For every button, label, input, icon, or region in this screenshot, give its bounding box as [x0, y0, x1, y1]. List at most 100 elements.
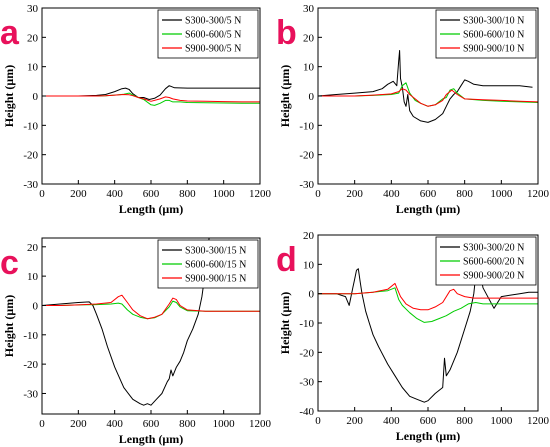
x-tick-label: 400 — [106, 418, 123, 430]
x-tick-label: 1000 — [490, 188, 513, 200]
x-tick-label: 400 — [106, 188, 123, 200]
y-axis-label: Height (μm) — [278, 292, 292, 354]
x-tick-label: 0 — [315, 415, 321, 427]
panel-b: 0 200 400 600 800 1000 1200 -30 -20 -10 0 10 20 30 Len… — [276, 3, 550, 216]
panel-label: a — [0, 14, 20, 52]
y-tick-label: -10 — [299, 318, 314, 330]
y-tick-label: 10 — [27, 271, 39, 283]
x-tick-label: 1200 — [249, 418, 272, 430]
legend-entry-2: S600-600/20 N — [463, 257, 524, 268]
y-tick-label: -30 — [299, 377, 314, 389]
x-tick-label: 1000 — [213, 188, 236, 200]
series-line-1 — [42, 85, 260, 100]
y-tick-label: -20 — [299, 347, 314, 359]
y-tick-label: 30 — [27, 3, 39, 15]
legend-entry-2: S600-600/5 N — [185, 30, 241, 41]
y-tick-label: -30 — [23, 179, 38, 191]
x-tick-label: 800 — [179, 418, 196, 430]
x-tick-label: 600 — [143, 418, 160, 430]
legend: S300-300/5 N S600-600/5 N S900-900/5 N — [157, 9, 259, 59]
y-tick-label: -10 — [23, 330, 38, 342]
y-axis-label: Height (μm) — [2, 295, 16, 357]
x-tick-label: 200 — [346, 188, 363, 200]
x-tick-label: 400 — [383, 188, 400, 200]
series-line-3 — [42, 94, 260, 103]
series-line-2 — [318, 287, 538, 323]
legend-entry-1: S300-300/5 N — [185, 16, 241, 27]
y-tick-label: 0 — [309, 91, 315, 103]
y-tick-label: 20 — [303, 230, 315, 242]
series-line-2 — [42, 300, 260, 320]
x-tick-label: 800 — [179, 188, 196, 200]
panel-label: c — [0, 244, 19, 282]
x-tick-label: 1200 — [527, 188, 550, 200]
legend-entry-2: S600-600/10 N — [463, 30, 524, 41]
y-tick-label: 10 — [27, 62, 39, 74]
legend-entry-1: S300-300/10 N — [463, 16, 524, 27]
x-axis-label: Length (μm) — [119, 202, 183, 216]
legend-entry-2: S600-600/15 N — [185, 260, 246, 271]
x-axis-label: Length (μm) — [396, 202, 460, 216]
panel-label: b — [276, 14, 297, 52]
x-tick-label: 200 — [346, 415, 363, 427]
y-tick-label: 20 — [303, 32, 315, 44]
panel-d: 0 200 400 600 800 1000 1200 -40 -30 -20 -10 0 10 20 Le… — [276, 230, 550, 443]
y-tick-label: 0 — [309, 289, 315, 301]
legend-entry-3: S900-900/20 N — [463, 271, 524, 282]
series-line-1 — [42, 238, 210, 406]
x-tick-label: 200 — [70, 188, 87, 200]
y-tick-label: 0 — [33, 300, 39, 312]
y-tick-label: -40 — [299, 406, 314, 418]
legend-entry-3: S900-900/10 N — [463, 44, 524, 55]
legend: S300-300/20 N S600-600/20 N S900-900/20 N — [435, 236, 537, 286]
x-tick-label: 600 — [420, 188, 437, 200]
y-tick-label: -10 — [23, 120, 38, 132]
legend-entry-1: S300-300/20 N — [463, 243, 524, 254]
x-tick-label: 1200 — [527, 415, 550, 427]
series-group — [318, 50, 538, 123]
legend: S300-300/10 N S600-600/10 N S900-900/10 N — [435, 9, 537, 59]
y-axis-label: Height (μm) — [2, 65, 16, 127]
x-tick-label: 1000 — [490, 415, 513, 427]
x-tick-label: 400 — [383, 415, 400, 427]
y-tick-label: -30 — [299, 179, 314, 191]
legend: S300-300/15 N S600-600/15 N S900-900/15 N — [157, 239, 259, 289]
x-tick-label: 0 — [39, 188, 45, 200]
series-group — [42, 238, 260, 406]
series-line-3 — [318, 282, 538, 311]
series-group — [42, 85, 260, 106]
y-tick-label: 10 — [303, 62, 315, 74]
x-tick-label: 800 — [456, 415, 473, 427]
panel-c: 0 200 400 600 800 1000 1200 -30 -20 -10 0 10 20 Lengt… — [0, 237, 272, 446]
panel-a: 0 200 400 600 800 1000 1200 -30 -20 -10 0 10 20 30 Len… — [0, 3, 272, 216]
legend-entry-3: S900-900/5 N — [185, 44, 241, 55]
y-tick-label: 20 — [27, 32, 39, 44]
panel-label: d — [276, 241, 297, 279]
legend-entry-1: S300-300/15 N — [185, 246, 246, 257]
y-axis-label: Height (μm) — [278, 65, 292, 127]
x-tick-label: 0 — [315, 188, 321, 200]
y-tick-label: -20 — [23, 359, 38, 371]
x-tick-label: 600 — [420, 415, 437, 427]
x-tick-label: 0 — [39, 418, 45, 430]
series-line-3 — [42, 294, 260, 320]
y-tick-label: -30 — [23, 388, 38, 400]
x-tick-label: 200 — [70, 418, 87, 430]
x-tick-label: 600 — [143, 188, 160, 200]
legend-entry-3: S900-900/15 N — [185, 274, 246, 285]
y-tick-label: -20 — [299, 150, 314, 162]
x-axis-label: Length (μm) — [396, 429, 460, 443]
y-tick-label: 20 — [27, 242, 39, 254]
x-tick-label: 800 — [456, 188, 473, 200]
y-tick-label: -20 — [23, 150, 38, 162]
series-line-1 — [318, 50, 533, 123]
x-axis-label: Length (μm) — [119, 432, 183, 446]
y-tick-label: 10 — [303, 259, 315, 271]
x-tick-label: 1000 — [213, 418, 236, 430]
y-tick-label: 30 — [303, 3, 315, 15]
y-tick-label: 0 — [33, 91, 39, 103]
y-tick-label: -10 — [299, 120, 314, 132]
x-tick-label: 1200 — [249, 188, 272, 200]
series-line-3 — [318, 88, 538, 107]
